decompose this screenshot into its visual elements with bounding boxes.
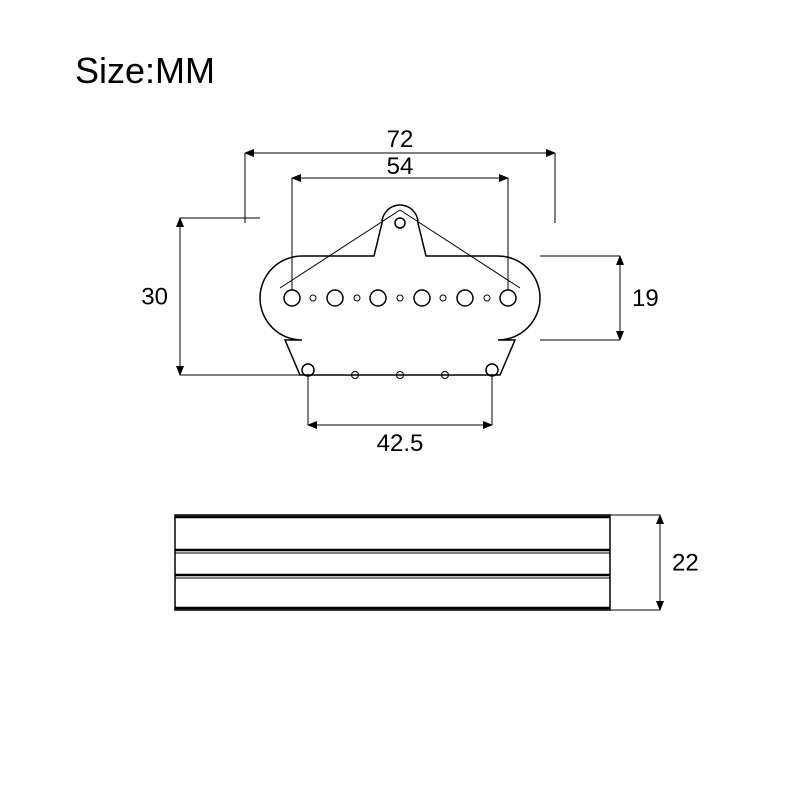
dim-19: 19 <box>632 285 659 312</box>
dim-30: 30 <box>141 284 168 311</box>
side-view-drawing <box>175 515 610 610</box>
side-view-dimensions <box>610 515 660 610</box>
top-view-dimensions <box>180 153 620 425</box>
dim-72: 72 <box>387 126 414 153</box>
diagram-svg: 72 54 30 19 42.5 22 <box>0 0 800 800</box>
dim-42: 42.5 <box>377 430 424 457</box>
dim-54: 54 <box>387 153 414 180</box>
top-view-drawing <box>260 205 540 379</box>
dim-22: 22 <box>672 550 699 577</box>
